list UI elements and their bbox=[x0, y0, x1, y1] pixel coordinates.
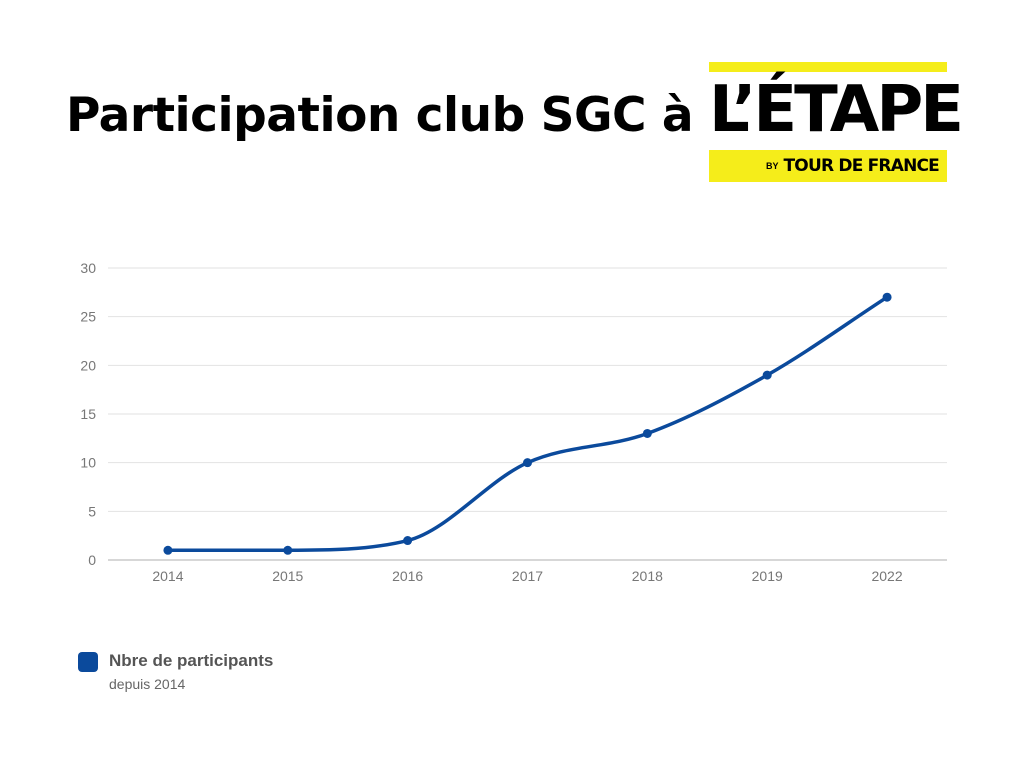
x-tick-label: 2019 bbox=[752, 568, 783, 584]
x-tick-label: 2022 bbox=[871, 568, 902, 584]
data-point-2015 bbox=[283, 545, 293, 555]
series-line bbox=[166, 295, 889, 553]
legend-subtitle: depuis 2014 bbox=[109, 676, 186, 692]
x-tick-label: 2016 bbox=[392, 568, 423, 584]
x-axis: 2014 2015 2016 2017 2018 2019 2022 bbox=[152, 568, 903, 584]
data-point-2022 bbox=[882, 292, 892, 302]
logo-brand: TOUR DE FRANCE bbox=[783, 156, 940, 176]
y-axis: 0 5 10 15 20 25 30 bbox=[80, 260, 96, 568]
data-point-2018 bbox=[642, 428, 652, 438]
x-tick-label: 2018 bbox=[632, 568, 663, 584]
y-tick-label: 15 bbox=[80, 406, 96, 422]
x-tick-label: 2014 bbox=[152, 568, 183, 584]
logo-by: BY bbox=[766, 161, 779, 171]
y-tick-label: 0 bbox=[88, 552, 96, 568]
logo-top-bar bbox=[709, 62, 947, 72]
page-title: Participation club SGC à bbox=[66, 88, 694, 143]
y-tick-label: 25 bbox=[80, 309, 96, 325]
line-chart: 0 5 10 15 20 25 30 2014 2015 2016 2017 2018 2019 202… bbox=[80, 260, 947, 584]
x-tick-label: 2015 bbox=[272, 568, 303, 584]
etape-logo: L’ÉTAPE BY TOUR DE FRANCE bbox=[709, 62, 964, 182]
y-tick-label: 5 bbox=[88, 503, 96, 519]
y-tick-label: 20 bbox=[80, 357, 96, 373]
x-tick-label: 2017 bbox=[512, 568, 543, 584]
logo-wordmark: L’ÉTAPE bbox=[709, 73, 964, 147]
data-point-2019 bbox=[762, 370, 772, 380]
logo-bottom-bar: BY TOUR DE FRANCE bbox=[709, 150, 947, 182]
legend-series-name: Nbre de participants bbox=[109, 651, 274, 670]
plot-area bbox=[163, 292, 892, 555]
data-point-2014 bbox=[163, 545, 173, 555]
data-point-2016 bbox=[403, 536, 413, 546]
y-tick-label: 10 bbox=[80, 455, 96, 471]
chart-gridlines bbox=[108, 267, 947, 561]
data-point-2017 bbox=[523, 458, 532, 468]
legend-swatch bbox=[78, 652, 98, 672]
y-tick-label: 30 bbox=[80, 260, 96, 276]
